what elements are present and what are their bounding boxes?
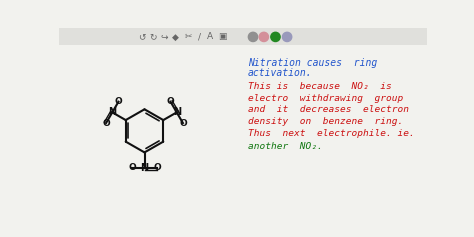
Text: another  NO₂.: another NO₂. — [247, 142, 322, 151]
Text: A: A — [207, 32, 213, 41]
Text: and  it  decreases  electron: and it decreases electron — [247, 105, 409, 114]
Text: N: N — [173, 107, 181, 117]
Text: This is  because  NO₂  is: This is because NO₂ is — [247, 82, 392, 91]
Text: O: O — [115, 97, 122, 106]
Text: electro  withdrawing  group: electro withdrawing group — [247, 94, 403, 103]
Text: Nitration causes  ring: Nitration causes ring — [247, 58, 377, 68]
Text: O: O — [102, 118, 110, 128]
Circle shape — [271, 32, 280, 41]
Text: O: O — [179, 118, 187, 128]
Text: ✂: ✂ — [184, 32, 191, 41]
Text: /: / — [198, 32, 201, 41]
FancyBboxPatch shape — [59, 28, 427, 45]
Text: Thus  next  electrophile. ie.: Thus next electrophile. ie. — [247, 128, 414, 137]
Text: ↻: ↻ — [149, 32, 157, 41]
Text: ↺: ↺ — [138, 32, 146, 41]
Circle shape — [283, 32, 292, 41]
Text: activation.: activation. — [247, 68, 312, 78]
Text: N: N — [140, 163, 148, 173]
Text: O: O — [167, 97, 174, 106]
Circle shape — [248, 32, 258, 41]
Text: O: O — [128, 163, 136, 172]
Text: N: N — [108, 107, 116, 117]
Text: ▣: ▣ — [219, 32, 227, 41]
Circle shape — [259, 32, 268, 41]
Text: ◆: ◆ — [172, 32, 179, 41]
Text: density  on  benzene  ring.: density on benzene ring. — [247, 117, 403, 126]
Text: O: O — [153, 163, 161, 172]
Text: ↪: ↪ — [161, 32, 168, 41]
